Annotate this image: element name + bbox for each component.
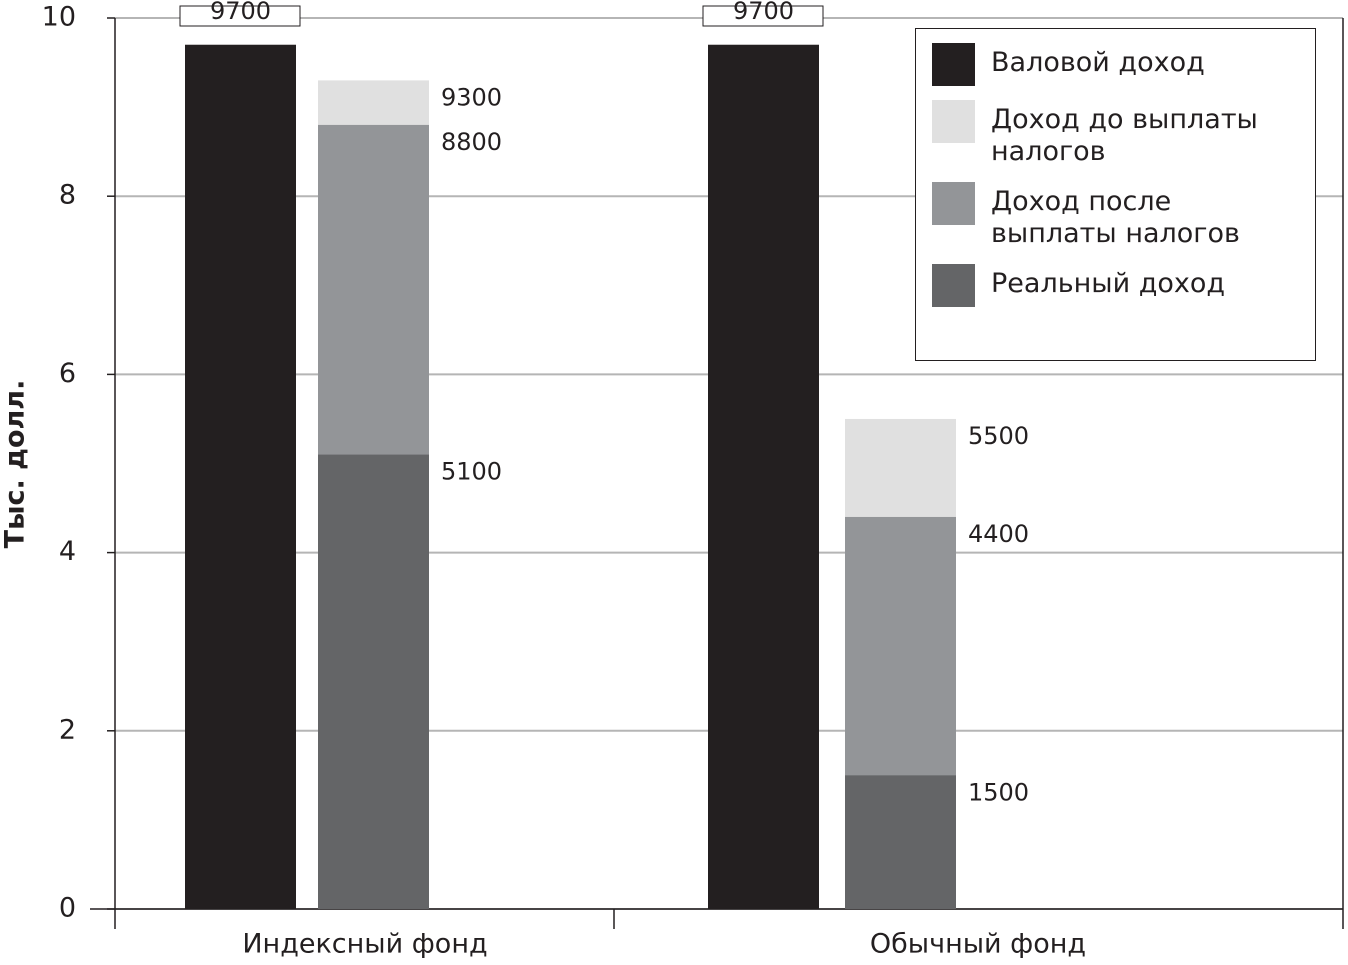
legend-label: Реальный доход <box>991 268 1226 299</box>
y-tick-label: 10 <box>42 2 76 33</box>
legend-swatch <box>932 43 975 86</box>
value-label: 5500 <box>968 422 1029 450</box>
y-tick-label: 8 <box>59 180 76 211</box>
legend-item: Реальный доход <box>932 264 1299 307</box>
legend-label: Валовой доход <box>991 47 1205 78</box>
legend-label: Доход после выплаты налогов <box>991 186 1240 249</box>
value-label: 8800 <box>441 128 502 156</box>
bar <box>318 454 429 909</box>
y-axis-label: Тыс. долл. <box>0 380 31 549</box>
x-tick-label: Индексный фонд <box>242 929 487 960</box>
legend-item: Доход до выплаты налогов <box>932 100 1299 168</box>
value-label: 9700 <box>210 0 271 25</box>
y-tick-label: 6 <box>59 358 76 389</box>
legend: Валовой доход Доход до выплаты налогов Дох… <box>915 28 1316 361</box>
y-tick-label: 2 <box>59 714 76 745</box>
y-tick-label: 0 <box>59 893 76 924</box>
legend-swatch <box>932 100 975 143</box>
bar <box>708 44 819 910</box>
legend-item: Доход после выплаты налогов <box>932 182 1299 250</box>
legend-swatch <box>932 264 975 307</box>
bar <box>185 44 296 910</box>
value-label-box <box>179 5 301 27</box>
value-label: 9700 <box>733 0 794 25</box>
x-tick-label: Обычный фонд <box>870 929 1086 960</box>
legend-label: Доход до выплаты налогов <box>991 104 1258 167</box>
value-label: 4400 <box>968 520 1029 548</box>
value-label: 5100 <box>441 458 502 486</box>
bar <box>845 775 956 909</box>
legend-item: Валовой доход <box>932 43 1299 86</box>
value-label: 9300 <box>441 83 502 111</box>
y-tick-label: 4 <box>59 536 76 567</box>
legend-swatch <box>932 182 975 225</box>
value-label: 1500 <box>968 778 1029 806</box>
value-label-box <box>702 5 824 27</box>
